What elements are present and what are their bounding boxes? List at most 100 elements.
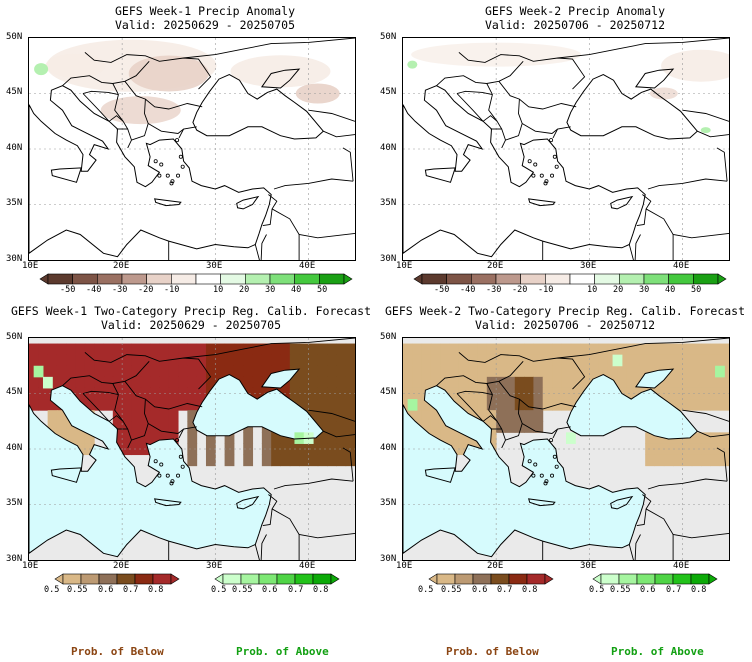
- anomaly-cbar-swatch: [294, 273, 320, 285]
- prob-cell: [308, 354, 319, 367]
- island-coast: [236, 195, 260, 210]
- prob-cell: [458, 354, 469, 367]
- prob-cell: [663, 454, 674, 467]
- lon-label: 30E: [206, 561, 223, 571]
- coastline: [192, 74, 324, 140]
- border-line: [62, 60, 150, 87]
- anomaly-cbar-swatch: [146, 273, 172, 285]
- prob-cell: [261, 443, 272, 456]
- prob-cell: [691, 399, 702, 411]
- coastline: [29, 85, 272, 258]
- cbar-tick: 0.55: [610, 585, 631, 595]
- prob-cell: [150, 376, 160, 389]
- prob-cell: [468, 365, 479, 378]
- border-line: [262, 208, 273, 227]
- prob-cell: [449, 343, 460, 356]
- prob-cell: [317, 399, 328, 411]
- below-cbar-swatch: [526, 573, 546, 585]
- cbar-tick: 0.5: [418, 585, 434, 595]
- prob-cell: [261, 343, 272, 356]
- prob-cell: [336, 432, 347, 444]
- above-cbar-arrow-low: [214, 573, 224, 585]
- coastline: [29, 385, 272, 558]
- island: [539, 473, 544, 478]
- prob-cell: [486, 421, 497, 433]
- prob-cell: [673, 454, 683, 467]
- prob-cell: [524, 354, 534, 367]
- prob-cell: [66, 432, 77, 444]
- below-cbar-swatch: [80, 573, 100, 585]
- prob-cell: [412, 387, 423, 400]
- anomaly-cbar-swatch: [269, 273, 295, 285]
- cbar-tick: 0.6: [262, 585, 278, 595]
- prob-cell: [477, 399, 488, 411]
- prob-cell: [178, 354, 188, 367]
- island: [543, 481, 548, 486]
- prob-cell: [412, 365, 423, 378]
- prob-cell: [84, 432, 95, 444]
- island: [552, 154, 557, 159]
- border-line: [552, 428, 558, 439]
- prob-cell: [112, 432, 123, 444]
- panel3-valid: Valid: 20250629 - 20250705: [100, 318, 281, 332]
- prob-cell: [710, 443, 721, 456]
- prob-cell: [178, 343, 188, 356]
- lon-label: 10E: [22, 261, 39, 271]
- prob-cell: [289, 354, 300, 367]
- border-line: [268, 194, 355, 239]
- below-cbar-swatch: [436, 573, 456, 585]
- prob-cell: [47, 343, 58, 356]
- border-line: [127, 139, 132, 149]
- prob-cell: [701, 354, 711, 367]
- border-line: [82, 93, 110, 122]
- border-line: [84, 352, 212, 390]
- prob-cell: [682, 454, 693, 467]
- prob-cell: [327, 443, 337, 456]
- prob-cell: [524, 410, 534, 422]
- anomaly-cbar-swatch: [471, 273, 497, 285]
- prob-cell: [617, 376, 628, 389]
- border-line: [456, 93, 484, 122]
- prob-cell: [440, 421, 451, 433]
- above-cbar-swatch: [240, 573, 260, 585]
- prob-cell: [691, 376, 702, 389]
- island: [533, 162, 538, 167]
- prob-cell: [514, 343, 525, 356]
- prob-cell: [187, 410, 198, 422]
- panel4-title: GEFS Week-2 Two-Category Precip Reg. Cal…: [384, 304, 746, 318]
- cbar-tick: -20: [512, 285, 528, 295]
- prob-cell: [407, 399, 418, 411]
- prob-cell: [486, 354, 497, 367]
- prob-cell: [486, 399, 497, 411]
- prob-cell: [440, 376, 451, 389]
- prob-cell: [187, 376, 198, 389]
- anomaly-map-week2: [402, 37, 730, 261]
- prob-cell: [682, 399, 693, 411]
- prob-cell: [271, 432, 281, 444]
- anomaly-blob: [100, 96, 181, 125]
- lat-label: 35N: [380, 498, 397, 508]
- prob-cell: [514, 376, 525, 389]
- above-cbar-swatch: [600, 573, 620, 585]
- prob-cell: [233, 365, 244, 378]
- island: [178, 154, 183, 159]
- prob-cell: [645, 354, 655, 367]
- island: [153, 459, 158, 464]
- below-cbar-swatch: [98, 573, 118, 585]
- border-line: [342, 447, 354, 482]
- prob-cell: [196, 387, 207, 400]
- prob-cell: [682, 387, 693, 400]
- prob-cell: [673, 376, 683, 389]
- border-line: [262, 508, 273, 527]
- lat-label: 40N: [6, 143, 23, 153]
- prob-cell: [570, 365, 581, 378]
- lon-label: 10E: [396, 561, 413, 571]
- prob-cell: [47, 410, 58, 422]
- prob-cell: [579, 354, 590, 367]
- above-cbar-swatch: [222, 573, 242, 585]
- prob-cell: [561, 354, 572, 367]
- prob-cell: [252, 376, 263, 389]
- below-cbar-swatch: [116, 573, 136, 585]
- panel1-title-block: GEFS Week-1 Precip Anomaly Valid: 202506…: [80, 4, 330, 32]
- border-line: [456, 90, 493, 96]
